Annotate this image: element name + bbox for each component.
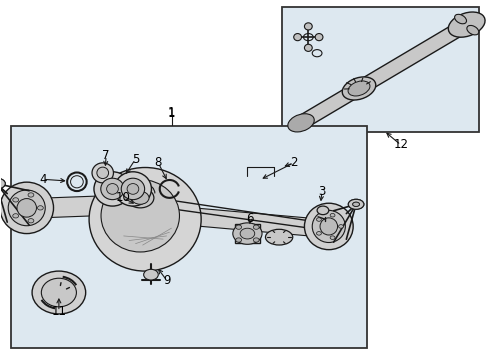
Text: 5: 5: [132, 153, 139, 166]
Text: 12: 12: [393, 139, 408, 152]
Ellipse shape: [448, 12, 485, 37]
Ellipse shape: [304, 23, 312, 30]
Polygon shape: [26, 195, 121, 219]
Ellipse shape: [107, 184, 118, 194]
Ellipse shape: [353, 202, 360, 206]
Ellipse shape: [330, 236, 335, 239]
Ellipse shape: [317, 218, 321, 221]
Ellipse shape: [339, 225, 343, 228]
Ellipse shape: [13, 214, 19, 218]
Ellipse shape: [126, 188, 154, 208]
Ellipse shape: [144, 269, 158, 280]
Polygon shape: [295, 19, 472, 128]
Bar: [11, 126, 367, 348]
Ellipse shape: [317, 231, 321, 235]
Ellipse shape: [467, 26, 479, 35]
Ellipse shape: [0, 182, 53, 234]
Ellipse shape: [236, 225, 242, 229]
Ellipse shape: [8, 190, 45, 226]
Text: 10: 10: [116, 192, 131, 204]
Ellipse shape: [101, 180, 179, 252]
Text: 8: 8: [154, 156, 162, 169]
Ellipse shape: [342, 77, 376, 100]
Ellipse shape: [320, 218, 338, 235]
Ellipse shape: [37, 206, 43, 210]
Ellipse shape: [89, 167, 201, 271]
Text: 11: 11: [51, 305, 66, 318]
Ellipse shape: [317, 206, 329, 215]
Text: 1: 1: [168, 105, 176, 119]
Ellipse shape: [127, 184, 139, 194]
Ellipse shape: [353, 202, 360, 206]
Ellipse shape: [115, 172, 151, 206]
Text: 2: 2: [290, 156, 297, 169]
Ellipse shape: [253, 238, 259, 242]
Ellipse shape: [32, 271, 86, 314]
Ellipse shape: [13, 198, 19, 202]
Bar: [282, 7, 479, 132]
Ellipse shape: [312, 210, 345, 243]
Text: 6: 6: [246, 212, 254, 225]
Ellipse shape: [294, 33, 301, 41]
Ellipse shape: [17, 199, 36, 217]
Ellipse shape: [121, 178, 145, 200]
Ellipse shape: [240, 228, 255, 239]
Bar: [235, 224, 260, 243]
Text: 4: 4: [39, 173, 47, 186]
Ellipse shape: [253, 225, 259, 229]
Ellipse shape: [41, 278, 76, 307]
Ellipse shape: [288, 114, 314, 132]
Ellipse shape: [101, 178, 124, 200]
Ellipse shape: [330, 213, 335, 217]
Ellipse shape: [304, 203, 353, 249]
Ellipse shape: [233, 223, 262, 244]
Ellipse shape: [236, 238, 242, 242]
Ellipse shape: [92, 163, 114, 183]
Ellipse shape: [131, 192, 149, 204]
Ellipse shape: [266, 229, 293, 245]
Polygon shape: [182, 207, 323, 237]
Ellipse shape: [455, 14, 466, 24]
Ellipse shape: [348, 199, 364, 209]
Ellipse shape: [348, 199, 364, 209]
Ellipse shape: [94, 172, 131, 206]
Ellipse shape: [315, 33, 323, 41]
Ellipse shape: [28, 193, 34, 197]
Text: 9: 9: [163, 274, 171, 287]
Ellipse shape: [0, 178, 5, 189]
Ellipse shape: [97, 167, 109, 179]
Ellipse shape: [0, 178, 5, 189]
Ellipse shape: [348, 81, 370, 96]
Text: 7: 7: [102, 149, 110, 162]
Text: 3: 3: [318, 185, 326, 198]
Text: 1: 1: [168, 107, 176, 120]
Ellipse shape: [304, 44, 312, 51]
Ellipse shape: [28, 219, 34, 223]
